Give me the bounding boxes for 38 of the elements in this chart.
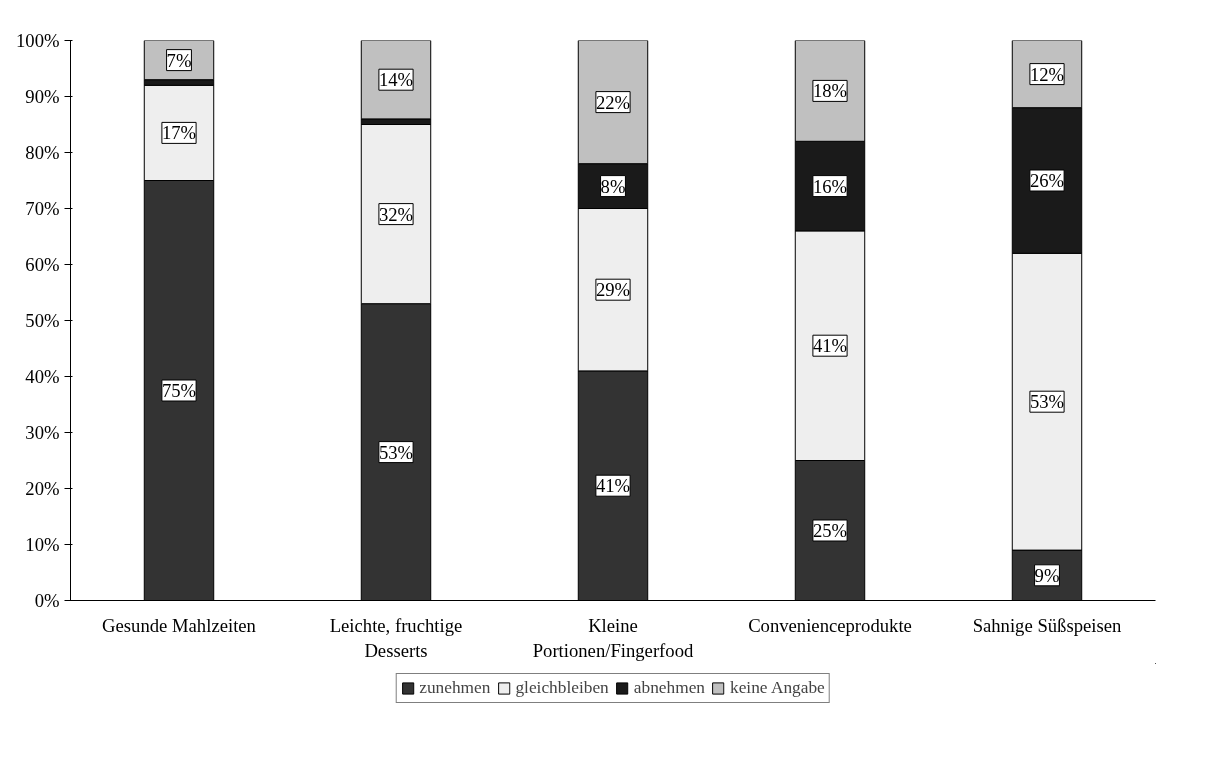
y-tick-label: 10% — [25, 534, 60, 555]
data-label: 14% — [378, 69, 414, 91]
x-tick-label: Kleine Portionen/Fingerfood — [532, 614, 694, 661]
data-label: 12% — [1029, 63, 1065, 85]
x-tick-label: Convenienceprodukte — [748, 614, 912, 636]
data-label: 22% — [595, 91, 631, 113]
data-label: 29% — [595, 279, 631, 301]
data-label: 53% — [378, 441, 414, 463]
legend-label: keine Angabe — [729, 678, 825, 698]
y-tick-label: 80% — [25, 142, 60, 163]
y-tick-label: 20% — [25, 478, 60, 499]
x-tick-label: Gesunde Mahlzeiten — [102, 614, 257, 636]
y-tick-label: 0% — [34, 590, 60, 611]
x-tick-label: Leichte, fruchtige Desserts — [329, 614, 463, 661]
data-label: 41% — [812, 335, 848, 357]
data-label: 26% — [1029, 170, 1065, 191]
data-label: 18% — [812, 80, 848, 102]
data-label: 9% — [1034, 564, 1060, 586]
data-label: 53% — [1029, 391, 1065, 413]
x-tick-label: Sahnige Süßspeisen — [972, 614, 1123, 636]
data-label: 75% — [161, 380, 197, 401]
y-tick-label: 70% — [25, 198, 60, 219]
y-tick-label: 30% — [25, 422, 60, 443]
data-label: 16% — [812, 175, 848, 197]
y-tick-label: 40% — [25, 366, 60, 387]
legend-label: zunehmen — [419, 678, 491, 698]
data-label: 25% — [812, 520, 848, 541]
y-tick-label: 50% — [25, 310, 60, 331]
data-label: 8% — [600, 175, 626, 197]
y-tick-label: 100% — [15, 30, 60, 51]
data-label: 32% — [378, 203, 414, 225]
data-label: 7% — [166, 49, 192, 71]
data-label: 41% — [595, 475, 631, 497]
legend-label: abnehmen — [633, 678, 705, 698]
y-tick-label: 90% — [25, 86, 60, 107]
y-tick-label: 60% — [25, 254, 60, 275]
legend-label: gleichbleiben — [515, 678, 609, 698]
data-label: 17% — [161, 122, 197, 144]
